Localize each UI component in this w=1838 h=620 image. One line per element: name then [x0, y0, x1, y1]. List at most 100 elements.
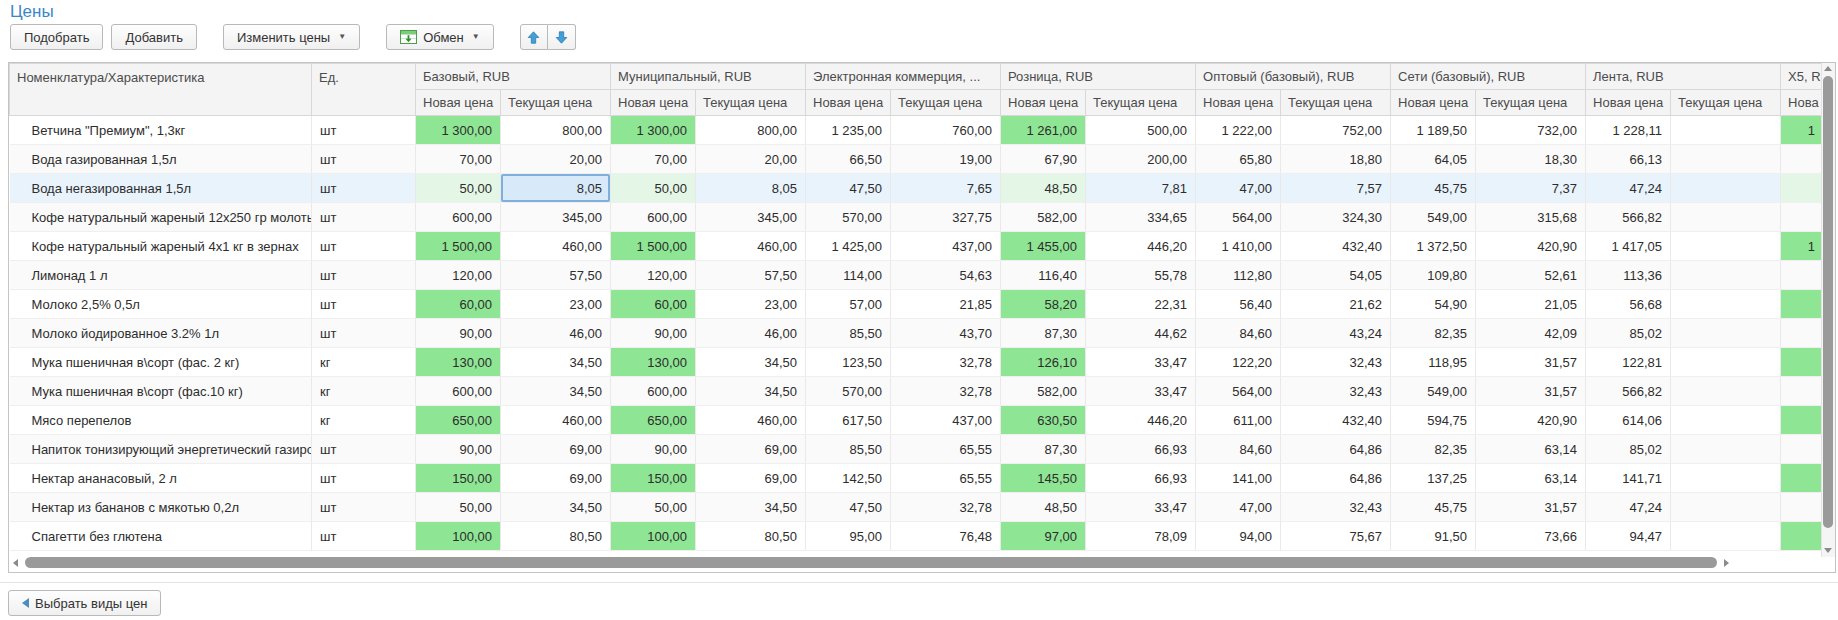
price-cell[interactable]: 118,95 [1391, 348, 1476, 377]
price-cell[interactable]: 56,40 [1196, 290, 1281, 319]
vertical-scrollbar[interactable] [1821, 63, 1835, 557]
price-cell[interactable]: 800,00 [696, 116, 806, 145]
price-cell[interactable]: 760,00 [891, 116, 1001, 145]
price-cell[interactable] [1671, 261, 1781, 290]
price-cell[interactable]: 19,00 [891, 145, 1001, 174]
price-cell[interactable]: 752,00 [1281, 116, 1391, 145]
price-cell[interactable]: 85,50 [806, 319, 891, 348]
price-cell[interactable]: 84,60 [1196, 435, 1281, 464]
price-cell[interactable]: 113,36 [1586, 261, 1671, 290]
price-cell[interactable]: 460,00 [501, 232, 611, 261]
price-cell[interactable]: 66,13 [1586, 145, 1671, 174]
table-row[interactable]: Спагетти без глютенашт100,0080,50100,008… [10, 522, 1824, 551]
price-cell[interactable]: 50,00 [416, 174, 501, 203]
price-cell-x5[interactable] [1781, 522, 1824, 551]
price-cell[interactable]: 69,00 [696, 435, 806, 464]
price-cell[interactable]: 44,62 [1086, 319, 1196, 348]
subcolumn-header-current[interactable]: Текущая цена [1476, 90, 1586, 116]
price-cell[interactable]: 1 500,00 [611, 232, 696, 261]
price-cell[interactable]: 66,50 [806, 145, 891, 174]
product-name-cell[interactable]: Молоко 2,5% 0,5л [10, 290, 312, 319]
unit-cell[interactable]: шт [312, 203, 416, 232]
price-cell[interactable]: 600,00 [611, 203, 696, 232]
add-button[interactable]: Добавить [111, 24, 196, 50]
table-row[interactable]: Вода негазированная 1,5лшт50,008,0550,00… [10, 174, 1824, 203]
price-cell[interactable]: 120,00 [416, 261, 501, 290]
subcolumn-header-new[interactable]: Новая цена [611, 90, 696, 116]
scroll-up-icon[interactable] [1824, 66, 1832, 71]
price-cell[interactable]: 70,00 [611, 145, 696, 174]
price-cell[interactable] [1671, 145, 1781, 174]
price-cell[interactable]: 650,00 [416, 406, 501, 435]
price-type-header[interactable]: Электронная коммерция, ... [806, 64, 1001, 90]
price-cell[interactable]: 617,50 [806, 406, 891, 435]
unit-cell[interactable]: шт [312, 145, 416, 174]
price-cell[interactable]: 324,30 [1281, 203, 1391, 232]
price-cell[interactable]: 87,30 [1001, 435, 1086, 464]
price-cell[interactable]: 141,00 [1196, 464, 1281, 493]
price-cell[interactable]: 549,00 [1391, 377, 1476, 406]
product-name-cell[interactable]: Спагетти без глютена [10, 522, 312, 551]
price-cell[interactable]: 45,75 [1391, 174, 1476, 203]
price-cell[interactable]: 60,00 [611, 290, 696, 319]
price-cell[interactable]: 64,86 [1281, 464, 1391, 493]
price-cell[interactable]: 18,80 [1281, 145, 1391, 174]
subcolumn-header-current[interactable]: Текущая цена [1671, 90, 1781, 116]
price-cell[interactable]: 1 300,00 [416, 116, 501, 145]
price-cell[interactable]: 20,00 [696, 145, 806, 174]
subcolumn-header-new[interactable]: Новая цена [416, 90, 501, 116]
move-down-button[interactable] [548, 24, 576, 50]
price-cell[interactable]: 600,00 [611, 377, 696, 406]
price-cell[interactable]: 47,00 [1196, 493, 1281, 522]
scroll-down-icon[interactable] [1824, 548, 1832, 553]
product-name-cell[interactable]: Нектар ананасовый, 2 л [10, 464, 312, 493]
table-row[interactable]: Кофе натуральный жареный 4x1 кг в зернах… [10, 232, 1824, 261]
price-cell[interactable]: 21,62 [1281, 290, 1391, 319]
price-cell[interactable]: 446,20 [1086, 232, 1196, 261]
exchange-button[interactable]: Обмен ▼ [386, 24, 494, 50]
unit-cell[interactable]: кг [312, 348, 416, 377]
product-name-cell[interactable]: Лимонад 1 л [10, 261, 312, 290]
price-cell-x5[interactable] [1781, 493, 1824, 522]
price-cell[interactable]: 114,00 [806, 261, 891, 290]
price-cell[interactable]: 20,00 [501, 145, 611, 174]
price-cell[interactable]: 630,50 [1001, 406, 1086, 435]
subcolumn-header-new[interactable]: Новая цена [1391, 90, 1476, 116]
subcolumn-header-x5[interactable]: Нова [1781, 90, 1824, 116]
price-cell[interactable]: 75,67 [1281, 522, 1391, 551]
price-cell[interactable]: 116,40 [1001, 261, 1086, 290]
product-name-cell[interactable]: Кофе натуральный жареный 4x1 кг в зернах [10, 232, 312, 261]
unit-cell[interactable]: шт [312, 319, 416, 348]
price-cell[interactable]: 100,00 [416, 522, 501, 551]
price-cell[interactable]: 7,65 [891, 174, 1001, 203]
price-type-header-x5[interactable]: X5, R [1781, 64, 1824, 90]
price-cell[interactable]: 56,68 [1586, 290, 1671, 319]
price-cell[interactable]: 97,00 [1001, 522, 1086, 551]
price-cell[interactable]: 732,00 [1476, 116, 1586, 145]
price-cell[interactable]: 1 372,50 [1391, 232, 1476, 261]
price-cell[interactable]: 31,57 [1476, 377, 1586, 406]
price-cell[interactable]: 345,00 [696, 203, 806, 232]
price-cell-x5[interactable] [1781, 319, 1824, 348]
price-cell[interactable]: 55,78 [1086, 261, 1196, 290]
price-cell-x5[interactable] [1781, 406, 1824, 435]
price-cell[interactable]: 47,50 [806, 493, 891, 522]
price-cell[interactable]: 1 410,00 [1196, 232, 1281, 261]
table-row[interactable]: Мясо перепеловкг650,00460,00650,00460,00… [10, 406, 1824, 435]
product-name-cell[interactable]: Напиток тонизирующий энергетический гази… [10, 435, 312, 464]
price-cell[interactable]: 566,82 [1586, 203, 1671, 232]
price-cell[interactable]: 614,06 [1586, 406, 1671, 435]
price-cell[interactable]: 1 222,00 [1196, 116, 1281, 145]
price-cell[interactable]: 48,50 [1001, 493, 1086, 522]
unit-cell[interactable]: шт [312, 232, 416, 261]
price-cell[interactable]: 200,00 [1086, 145, 1196, 174]
price-cell-x5[interactable]: 1 [1781, 116, 1824, 145]
price-cell[interactable]: 48,50 [1001, 174, 1086, 203]
price-cell[interactable]: 33,47 [1086, 377, 1196, 406]
horizontal-scrollbar[interactable] [12, 557, 1756, 569]
unit-cell[interactable]: шт [312, 290, 416, 319]
price-cell[interactable]: 8,05 [501, 174, 611, 203]
price-cell[interactable]: 57,00 [806, 290, 891, 319]
price-cell[interactable]: 1 500,00 [416, 232, 501, 261]
price-cell[interactable]: 65,55 [891, 464, 1001, 493]
